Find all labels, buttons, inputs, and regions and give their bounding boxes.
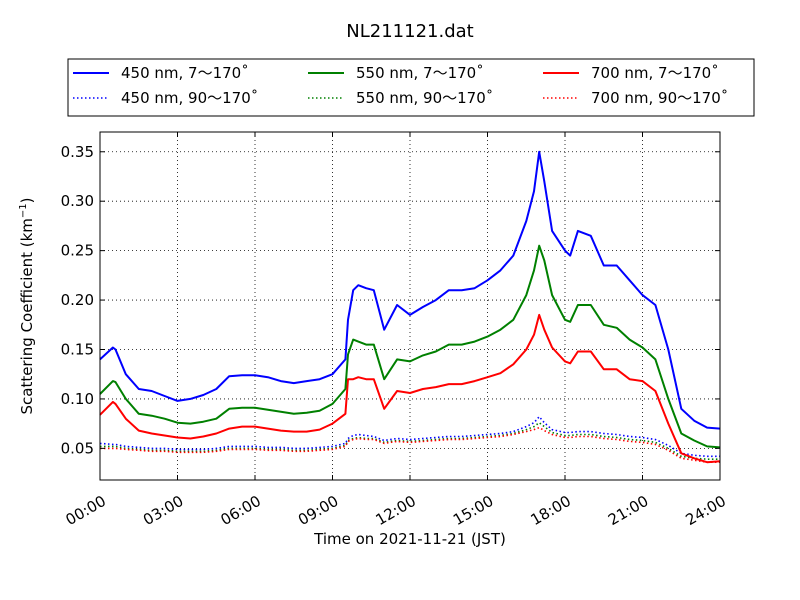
x-tick-label: 12:00 bbox=[373, 492, 419, 529]
x-axis-label: Time on 2021-11-21 (JST) bbox=[313, 530, 506, 548]
legend-label: 700 nm, 7～170˚ bbox=[591, 64, 719, 82]
series-line bbox=[99, 150, 721, 430]
legend-label: 550 nm, 90～170˚ bbox=[356, 89, 493, 107]
grid bbox=[100, 132, 720, 480]
y-tick-label: 0.20 bbox=[61, 291, 94, 309]
x-tick-label: 15:00 bbox=[450, 492, 496, 529]
y-axis-label: Scattering Coefficient (km−1) bbox=[18, 197, 36, 414]
legend-label: 550 nm, 7～170˚ bbox=[356, 64, 484, 82]
y-tick-label: 0.25 bbox=[61, 242, 94, 260]
legend: 450 nm, 7～170˚ 550 nm, 7～170˚ 700 nm, 7～17… bbox=[67, 58, 755, 117]
x-tick-label: 06:00 bbox=[218, 492, 264, 529]
x-tick-label: 21:00 bbox=[605, 492, 651, 529]
chart-title: NL211121.dat bbox=[346, 21, 473, 42]
y-tick-label: 0.05 bbox=[61, 439, 94, 457]
series-line bbox=[99, 415, 720, 458]
y-tick-label: 0.15 bbox=[61, 341, 94, 359]
series-line bbox=[99, 313, 721, 464]
y-tick-label: 0.10 bbox=[61, 390, 94, 408]
legend-label: 700 nm, 90～170˚ bbox=[591, 89, 728, 107]
legend-label: 450 nm, 90～170˚ bbox=[121, 89, 258, 107]
x-tick-label: 03:00 bbox=[140, 492, 186, 529]
x-tick-label: 24:00 bbox=[683, 492, 729, 529]
series-line bbox=[100, 421, 720, 461]
y-tick-label: 0.35 bbox=[61, 143, 94, 161]
series-line bbox=[100, 426, 720, 464]
x-tick-label: 09:00 bbox=[295, 492, 341, 529]
x-tick-label: 00:00 bbox=[63, 492, 109, 529]
legend-frame bbox=[67, 58, 755, 117]
series-line bbox=[99, 244, 721, 449]
y-tick-label: 0.30 bbox=[61, 192, 94, 210]
x-tick-label: 18:00 bbox=[528, 492, 574, 529]
legend-label: 450 nm, 7～170˚ bbox=[121, 64, 249, 82]
axis-ticks: 00:00 03:00 06:00 09:00 12:00 15:00 18:00 21:00… bbox=[61, 132, 729, 529]
series-group bbox=[99, 150, 721, 464]
